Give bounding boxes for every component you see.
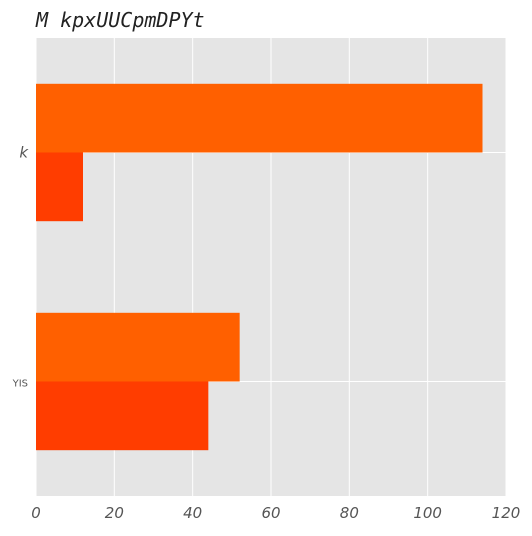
x-tick-label: 20 [105, 504, 124, 522]
x-tick-label: 0 [31, 504, 41, 522]
chart-title: M kpxUUCpmDPYt [36, 8, 205, 32]
x-tick-label: 80 [340, 504, 359, 522]
bar [36, 381, 209, 451]
x-tick-label: 100 [413, 504, 442, 522]
x-tick-label: 120 [492, 504, 521, 522]
x-tick-label: 40 [183, 504, 202, 522]
y-tick-label: YIS [12, 379, 28, 390]
bar [36, 312, 240, 382]
bar [36, 83, 483, 153]
y-tick-label: k [19, 144, 29, 162]
bar [36, 152, 83, 222]
x-tick-label: 60 [261, 504, 280, 522]
